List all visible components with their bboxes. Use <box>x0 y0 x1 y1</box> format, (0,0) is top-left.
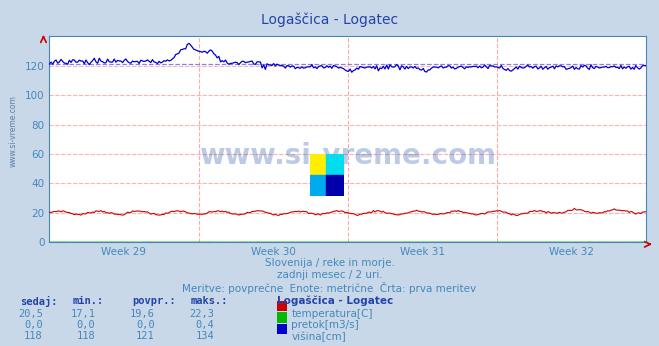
Text: Logaščica - Logatec: Logaščica - Logatec <box>277 296 393 306</box>
Text: maks.:: maks.: <box>191 296 229 306</box>
Text: Slovenija / reke in morje.: Slovenija / reke in morje. <box>264 258 395 268</box>
Text: pretok[m3/s]: pretok[m3/s] <box>291 320 359 330</box>
Text: 118: 118 <box>77 331 96 342</box>
Text: Logaščica - Logatec: Logaščica - Logatec <box>261 12 398 27</box>
Text: 22,3: 22,3 <box>189 309 214 319</box>
Text: www.si-vreme.com: www.si-vreme.com <box>199 142 496 170</box>
Text: višina[cm]: višina[cm] <box>291 331 346 342</box>
Text: 20,5: 20,5 <box>18 309 43 319</box>
Text: 134: 134 <box>196 331 214 342</box>
Text: povpr.:: povpr.: <box>132 296 175 306</box>
Text: 0,0: 0,0 <box>77 320 96 330</box>
Text: 118: 118 <box>24 331 43 342</box>
Text: www.si-vreme.com: www.si-vreme.com <box>9 95 18 167</box>
Text: Meritve: povprečne  Enote: metrične  Črta: prva meritev: Meritve: povprečne Enote: metrične Črta:… <box>183 282 476 294</box>
Text: temperatura[C]: temperatura[C] <box>291 309 373 319</box>
Text: 0,4: 0,4 <box>196 320 214 330</box>
Text: min.:: min.: <box>72 296 103 306</box>
Text: 17,1: 17,1 <box>71 309 96 319</box>
Text: 19,6: 19,6 <box>130 309 155 319</box>
Text: 0,0: 0,0 <box>24 320 43 330</box>
Text: 0,0: 0,0 <box>136 320 155 330</box>
Text: zadnji mesec / 2 uri.: zadnji mesec / 2 uri. <box>277 270 382 280</box>
Text: 121: 121 <box>136 331 155 342</box>
Text: sedaj:: sedaj: <box>20 296 57 307</box>
